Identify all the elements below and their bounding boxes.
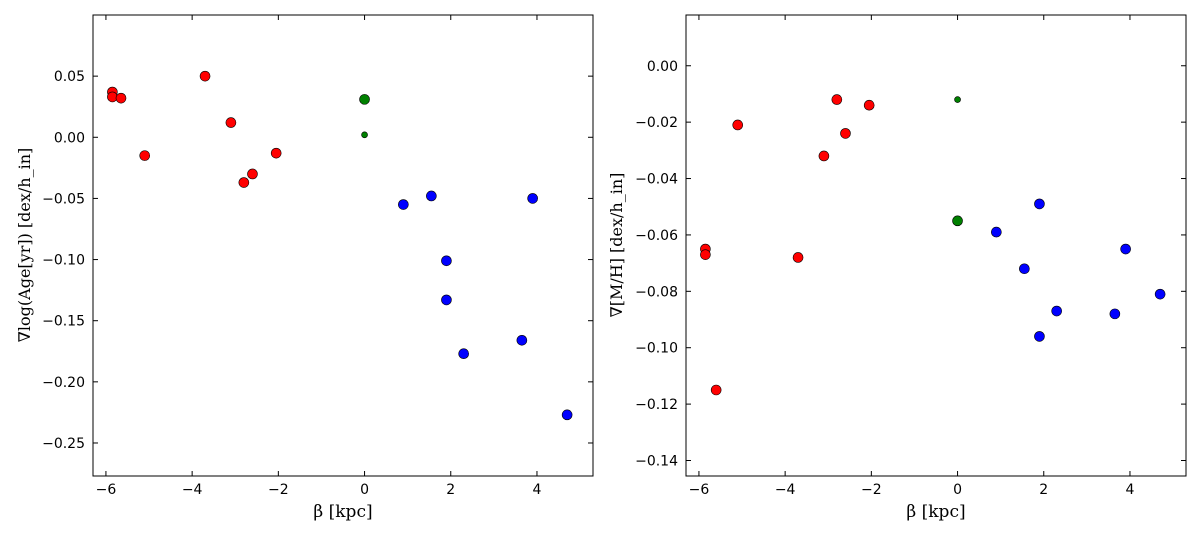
panel-left-xtick-label: 2 <box>446 482 455 498</box>
panel-right-xtick-label: −4 <box>775 482 796 498</box>
panel-left-point-blue <box>426 190 437 202</box>
panel-right: −6 −4 −2 0 2 4 0.00 −0.02 −0.04 −0.06 −0.08 −0.10 −0… <box>607 14 1187 522</box>
panel-right-point-blue <box>1034 198 1045 210</box>
panel-right-point-green <box>952 215 963 227</box>
panel-left-xtick-label: −6 <box>96 482 117 498</box>
panel-left-ytick-label: 0.00 <box>54 130 85 146</box>
panel-left-point-green <box>359 94 370 105</box>
panel-left-ytick-label: −0.20 <box>42 375 85 391</box>
panel-right-xtick-label: 2 <box>1039 482 1048 498</box>
panel-right-ytick-label: −0.04 <box>635 172 678 188</box>
panel-right-point-red <box>863 99 875 111</box>
panel-right-point-blue <box>1154 288 1166 300</box>
panel-right-frame <box>685 14 1187 477</box>
panel-left-point-red <box>270 147 282 159</box>
panel-right-ytick-label: −0.06 <box>635 228 678 244</box>
panel-left-point-blue <box>398 199 409 210</box>
panel-right-ytick-label: −0.12 <box>635 397 678 413</box>
panel-left-xtick-label: −4 <box>182 482 203 498</box>
panel-left-ytick-label: 0.05 <box>54 69 85 85</box>
panel-right-ytick-label: −0.14 <box>635 453 678 469</box>
panel-right-ytick-label: −0.02 <box>635 115 678 131</box>
panel-right-ytick-label: 0.00 <box>647 59 678 75</box>
panel-left-ylabel: ∇log(Age[yr]) [dex/h_in] <box>15 148 34 343</box>
panel-left-point-red <box>247 168 258 180</box>
panel-right-point-red <box>831 94 843 105</box>
panel-right-xtick-label: −2 <box>861 482 882 498</box>
panel-left-ytick-label: −0.10 <box>42 253 85 269</box>
panel-right-xtick-label: 4 <box>1126 482 1135 498</box>
panel-right-point-red <box>700 249 711 260</box>
panel-left-ytick-label: −0.15 <box>42 314 85 330</box>
panel-left-xtick-label: 0 <box>360 482 369 498</box>
panel-right-point-green <box>954 96 961 103</box>
panel-left-ytick-label: −0.05 <box>42 191 85 207</box>
panel-left-point-green <box>361 131 368 139</box>
panel-left-point-red <box>139 150 151 161</box>
panel-left: −6 −4 −2 0 2 4 0.05 0.00 −0.05 −0.10 −0.15 −0.20 −0.… <box>15 14 594 522</box>
panel-left-point-red <box>199 70 211 82</box>
panel-right-point-blue <box>1109 308 1121 320</box>
panel-left-point-blue <box>458 348 469 360</box>
panel-left-ytick-label: −0.25 <box>42 436 85 452</box>
panel-right-ytick-label: −0.10 <box>635 341 678 357</box>
panel-left-xtick-label: 4 <box>533 482 542 498</box>
panel-right-point-red <box>818 150 830 162</box>
panel-right-point-blue <box>1120 243 1131 255</box>
panel-left-point-red <box>238 177 250 188</box>
panel-right-xtick-label: −6 <box>689 482 710 498</box>
panel-left-xtick-label: −2 <box>268 482 289 498</box>
panel-left-point-blue <box>441 255 452 267</box>
panel-left-xlabel: β [kpc] <box>313 502 372 522</box>
panel-left-point-blue <box>527 193 538 204</box>
panel-right-point-blue <box>1034 331 1045 342</box>
panel-right-ytick-label: −0.08 <box>635 284 678 300</box>
panel-left-point-blue <box>441 294 452 306</box>
panel-right-point-blue <box>1051 305 1062 317</box>
panel-right-point-red <box>840 128 851 139</box>
panel-right-point-blue <box>991 226 1002 238</box>
panel-left-frame <box>92 14 594 477</box>
panel-right-point-red <box>732 119 744 131</box>
panel-right-ylabel: ∇[M/H] [dex/h_in] <box>607 173 626 318</box>
panel-left-marks: −6 −4 −2 0 2 4 0.05 0.00 −0.05 −0.10 −0.15 −0.20 −0.… <box>42 15 593 498</box>
panel-right-marks: −6 −4 −2 0 2 4 0.00 −0.02 −0.04 −0.06 −0.08 −0.10 −0… <box>635 15 1186 498</box>
panel-right-point-blue <box>1019 263 1030 275</box>
panel-right-point-red <box>710 384 722 396</box>
panel-right-xlabel: β [kpc] <box>906 502 965 522</box>
panel-left-point-red <box>115 92 127 104</box>
panel-left-point-blue <box>516 334 528 346</box>
panel-left-point-blue <box>561 409 573 421</box>
panel-left-point-red <box>225 117 237 128</box>
panel-right-xtick-label: 0 <box>953 482 962 498</box>
panel-right-point-red <box>792 252 804 263</box>
